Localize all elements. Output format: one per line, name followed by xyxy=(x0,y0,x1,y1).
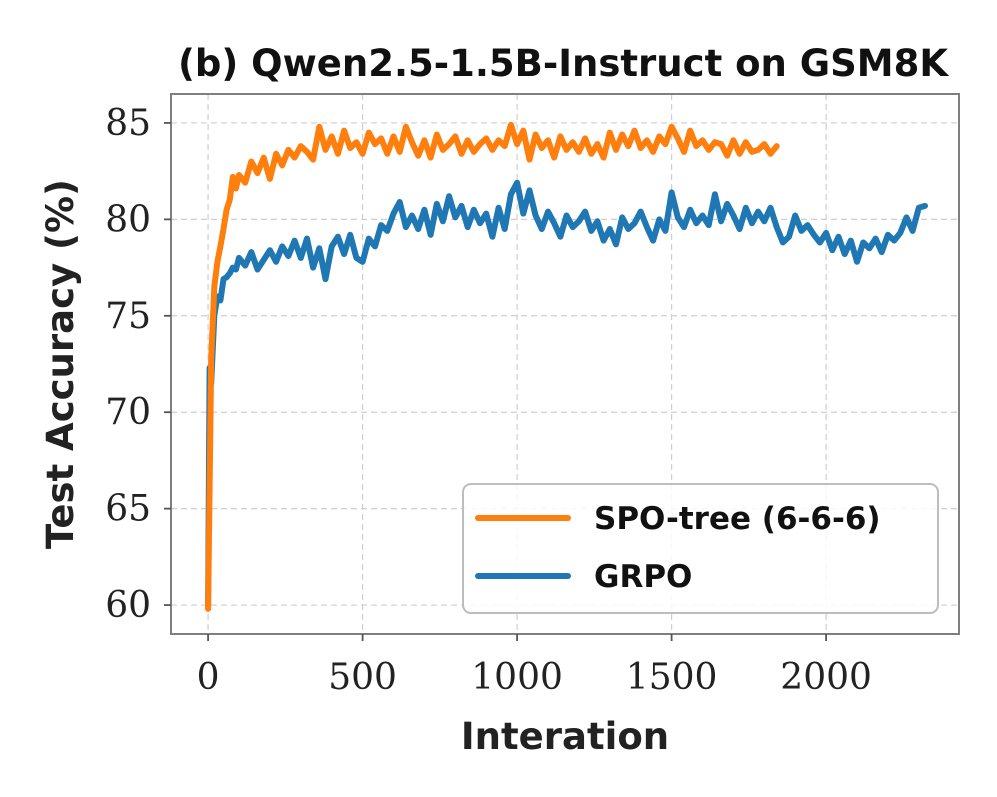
y-tick-label-75: 75 xyxy=(105,296,151,337)
legend: SPO-tree (6-6-6) GRPO xyxy=(462,483,939,614)
y-tick-label-80: 80 xyxy=(105,199,151,240)
x-tick-label-1500: 1500 xyxy=(626,657,718,698)
x-tick-label-1000: 1000 xyxy=(471,657,563,698)
y-tick-label-85: 85 xyxy=(105,103,151,144)
chart-title: (b) Qwen2.5-1.5B-Instruct on GSM8K xyxy=(178,42,949,85)
y-tick-label-70: 70 xyxy=(105,392,151,433)
x-tick-label-2000: 2000 xyxy=(780,657,872,698)
legend-label-spo-tree: SPO-tree (6-6-6) xyxy=(594,501,881,537)
y-axis-label: Test Accuracy (%) xyxy=(39,179,82,549)
legend-label-grpo: GRPO xyxy=(594,559,692,595)
x-tick-label-0: 0 xyxy=(197,657,220,698)
y-tick-label-60: 60 xyxy=(105,585,151,626)
legend-box xyxy=(462,483,939,614)
plot-frame xyxy=(170,93,960,635)
x-tick-label-500: 500 xyxy=(328,657,397,698)
series-line-grpo xyxy=(205,179,928,609)
series-line-spo-tree xyxy=(205,121,780,612)
y-tick-label-65: 65 xyxy=(105,489,151,530)
axes-ticks: 0 500 1000 1500 2000 60 65 70 75 80 85 xyxy=(105,103,872,698)
plot-area xyxy=(205,121,928,612)
x-axis-label: Interation xyxy=(461,715,669,758)
